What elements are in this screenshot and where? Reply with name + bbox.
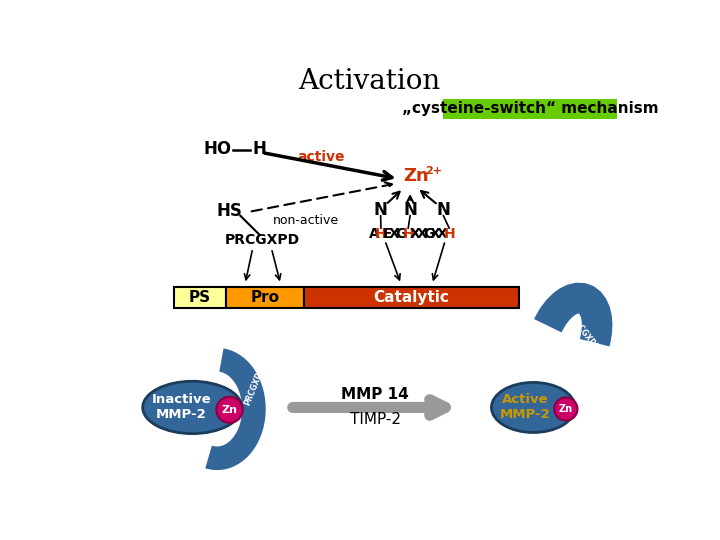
- Text: Activation: Activation: [298, 68, 440, 95]
- Text: N: N: [436, 200, 450, 219]
- Text: PS: PS: [189, 290, 211, 305]
- Text: H: H: [402, 227, 414, 241]
- FancyBboxPatch shape: [174, 287, 226, 308]
- Text: MMP 14: MMP 14: [341, 387, 409, 402]
- Text: X: X: [410, 227, 420, 241]
- Text: G: G: [396, 227, 407, 241]
- Text: HO: HO: [204, 140, 232, 159]
- Text: PRCGXPD: PRCGXPD: [225, 233, 300, 247]
- Text: Pro: Pro: [251, 290, 279, 305]
- Text: X: X: [430, 227, 441, 241]
- Text: Catalytic: Catalytic: [374, 290, 449, 305]
- Text: PRCGXPD: PRCGXPD: [568, 315, 600, 353]
- Text: N: N: [374, 200, 387, 219]
- Text: X: X: [437, 227, 448, 241]
- Circle shape: [216, 397, 243, 423]
- Text: H: H: [444, 227, 455, 241]
- Text: Zn: Zn: [222, 405, 238, 415]
- Text: H: H: [375, 227, 387, 241]
- Text: non-active: non-active: [273, 214, 339, 227]
- Text: 2+: 2+: [425, 166, 442, 176]
- FancyBboxPatch shape: [226, 287, 304, 308]
- Text: Zn: Zn: [559, 404, 573, 414]
- Circle shape: [554, 397, 577, 421]
- Text: active: active: [297, 150, 345, 164]
- FancyBboxPatch shape: [304, 287, 519, 308]
- Text: HS: HS: [216, 202, 242, 220]
- Text: Active
MMP-2: Active MMP-2: [500, 394, 551, 421]
- Text: A: A: [369, 227, 379, 241]
- Text: E: E: [383, 227, 392, 241]
- Text: „cysteine-switch“ mechanism: „cysteine-switch“ mechanism: [402, 101, 658, 116]
- Ellipse shape: [492, 382, 575, 433]
- Text: G: G: [423, 227, 434, 241]
- Ellipse shape: [143, 381, 242, 434]
- Text: X: X: [390, 227, 400, 241]
- Text: N: N: [403, 200, 417, 219]
- FancyBboxPatch shape: [443, 99, 617, 119]
- Text: TIMP-2: TIMP-2: [350, 411, 401, 427]
- Text: Inactive
MMP-2: Inactive MMP-2: [152, 394, 211, 421]
- Text: X: X: [416, 227, 427, 241]
- Text: PRCGXPD: PRCGXPD: [243, 365, 266, 407]
- Text: Zn: Zn: [403, 167, 428, 185]
- Text: H: H: [253, 140, 266, 159]
